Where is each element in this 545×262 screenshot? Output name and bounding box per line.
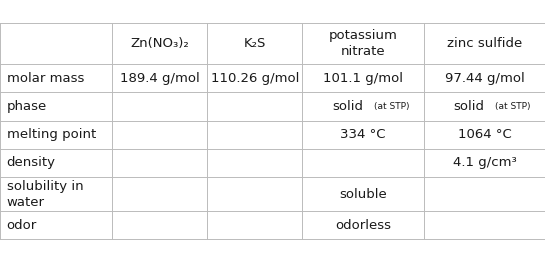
Text: solubility in
water: solubility in water [7, 180, 83, 209]
Text: odorless: odorless [335, 219, 391, 232]
Text: 97.44 g/mol: 97.44 g/mol [445, 72, 524, 85]
Text: solid: solid [454, 100, 485, 113]
Text: 1064 °C: 1064 °C [458, 128, 511, 141]
Text: soluble: soluble [340, 188, 387, 201]
Text: molar mass: molar mass [7, 72, 84, 85]
Text: 101.1 g/mol: 101.1 g/mol [323, 72, 403, 85]
Text: (at STP): (at STP) [374, 102, 409, 111]
Text: Zn(NO₃)₂: Zn(NO₃)₂ [130, 37, 189, 50]
Text: density: density [7, 156, 56, 170]
Text: 4.1 g/cm³: 4.1 g/cm³ [453, 156, 516, 170]
Text: solid: solid [332, 100, 364, 113]
Text: zinc sulfide: zinc sulfide [447, 37, 522, 50]
Text: (at STP): (at STP) [495, 102, 531, 111]
Text: 334 °C: 334 °C [341, 128, 386, 141]
Text: 189.4 g/mol: 189.4 g/mol [119, 72, 199, 85]
Text: K₂S: K₂S [244, 37, 266, 50]
Text: potassium
nitrate: potassium nitrate [329, 29, 398, 58]
Text: odor: odor [7, 219, 37, 232]
Text: 110.26 g/mol: 110.26 g/mol [210, 72, 299, 85]
Text: melting point: melting point [7, 128, 96, 141]
Text: phase: phase [7, 100, 47, 113]
